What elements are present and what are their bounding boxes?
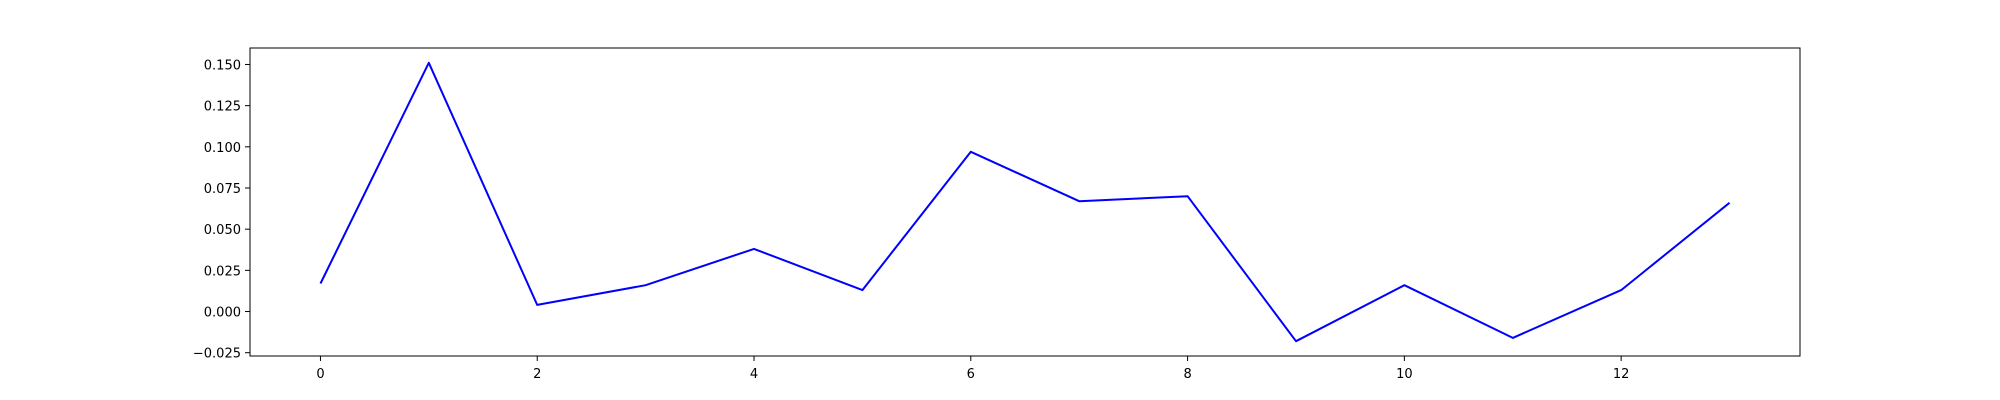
x-tick-label: 2	[533, 367, 541, 382]
series-line	[319, 61, 1731, 343]
plot-frame	[249, 47, 1801, 357]
x-tick-label: 4	[750, 367, 758, 382]
y-tick-label: 0.050	[204, 223, 241, 238]
x-tick-label: 6	[967, 367, 975, 382]
x-tick-label: 10	[1396, 367, 1413, 382]
y-tick-label: 0.000	[204, 306, 241, 321]
y-axis-ticks: −0.025 0.000 0.025 0.050 0.075 0.100 0.125 0.15…	[193, 58, 250, 362]
x-tick-label: 0	[316, 367, 324, 382]
y-tick-label: −0.025	[193, 347, 241, 362]
y-tick-label: 0.100	[204, 141, 241, 156]
x-tick-label: 12	[1613, 367, 1630, 382]
x-axis-ticks: 0 2 4 6 8 10 12	[316, 356, 1629, 382]
y-tick-label: 0.150	[204, 58, 241, 73]
x-tick-label: 8	[1183, 367, 1191, 382]
y-tick-label: 0.025	[204, 264, 241, 279]
y-tick-label: 0.075	[204, 182, 241, 197]
y-tick-label: 0.125	[204, 100, 241, 115]
series-layer	[319, 61, 1731, 343]
